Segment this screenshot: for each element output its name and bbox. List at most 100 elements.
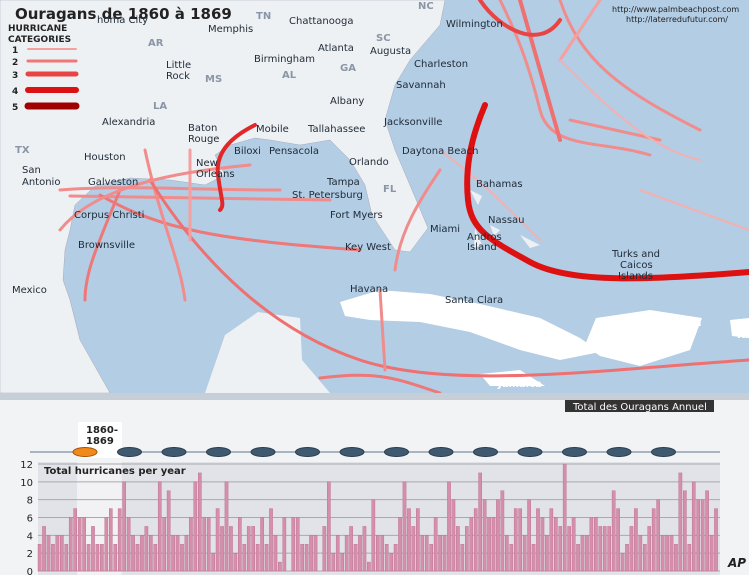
bar <box>367 561 371 572</box>
bar <box>420 535 425 572</box>
map-label: Miami <box>430 224 460 235</box>
bar <box>117 508 122 572</box>
bar <box>487 517 491 572</box>
bar <box>678 472 683 572</box>
legend-title: CATEGORIES <box>8 35 71 45</box>
bar <box>531 544 536 572</box>
map-label: Rouge <box>188 134 219 145</box>
map-label: Brownsville <box>78 240 135 251</box>
map-label: Ric <box>737 330 749 341</box>
bar <box>376 535 380 572</box>
bar <box>233 552 238 572</box>
bar <box>424 535 429 572</box>
bar <box>611 490 616 572</box>
map-label: Pensacola <box>269 146 319 157</box>
bar <box>202 517 207 572</box>
bar <box>157 481 162 572</box>
button-label[interactable]: Total des Ouragans Annuel <box>572 402 707 413</box>
bar <box>46 535 51 572</box>
map-label: Alexandria <box>102 117 155 128</box>
bar <box>73 508 77 572</box>
decade-button[interactable] <box>250 447 276 457</box>
bar <box>100 544 104 572</box>
bar <box>149 535 153 572</box>
decade-button[interactable] <box>72 447 98 457</box>
bar <box>522 535 527 572</box>
bar <box>638 535 643 572</box>
bar <box>602 526 607 572</box>
bar <box>278 561 282 572</box>
decade-button[interactable] <box>606 447 632 457</box>
map-label: Albany <box>330 96 364 107</box>
bar <box>166 490 171 572</box>
bar <box>238 517 242 572</box>
bar <box>465 526 469 572</box>
bar <box>126 517 131 572</box>
bar <box>353 544 358 572</box>
total-button[interactable] <box>565 400 714 412</box>
bar <box>442 535 447 572</box>
bar <box>469 517 474 572</box>
decade-button[interactable] <box>117 447 142 457</box>
bar <box>398 517 402 572</box>
decade-button[interactable] <box>562 447 587 457</box>
bar <box>562 463 567 572</box>
map-label: Augusta <box>370 46 411 57</box>
bar <box>371 499 376 572</box>
legend-label: 5 <box>12 103 18 113</box>
bar <box>215 508 220 572</box>
bar <box>616 508 620 572</box>
bar <box>171 535 175 572</box>
decade-button[interactable] <box>428 447 454 457</box>
bar <box>407 508 411 572</box>
map-label: MS <box>205 74 222 85</box>
map-label: SC <box>376 33 391 44</box>
bar <box>331 552 336 572</box>
hispaniola <box>585 310 702 366</box>
decade-button[interactable] <box>206 447 231 457</box>
decade-button[interactable] <box>339 447 365 457</box>
bar <box>82 517 86 572</box>
legend-label: 3 <box>12 71 18 81</box>
divider <box>0 393 749 400</box>
bar <box>122 481 126 572</box>
map-label: NC <box>418 1 434 12</box>
bar <box>42 526 46 572</box>
bar <box>380 535 385 572</box>
bar <box>527 499 531 572</box>
decade-button[interactable] <box>517 447 543 457</box>
bar <box>91 526 95 572</box>
map-label: Daytona Beach <box>402 146 478 157</box>
bar <box>282 517 287 572</box>
map-label: AR <box>148 38 164 49</box>
bar <box>554 517 558 572</box>
decade-button[interactable] <box>651 447 676 457</box>
bar <box>518 508 522 572</box>
bar <box>545 535 549 572</box>
bar <box>135 544 140 572</box>
north-america <box>0 0 446 394</box>
chart-title: Total hurricanes per year <box>44 466 186 477</box>
puerto-rico <box>730 318 749 338</box>
bar <box>473 508 478 572</box>
jamaica <box>480 370 545 386</box>
bar <box>313 535 318 572</box>
map-label: Bahamas <box>476 179 523 190</box>
bar <box>416 508 420 572</box>
bar <box>291 517 296 572</box>
bar <box>643 544 647 572</box>
decade-button[interactable] <box>384 447 409 457</box>
y-tick-label: 12 <box>20 460 33 471</box>
bar <box>660 535 665 572</box>
decade-button[interactable] <box>473 447 498 457</box>
bar <box>37 544 42 572</box>
map-label: Key West <box>345 242 391 253</box>
bar <box>558 526 563 572</box>
bar <box>433 517 438 572</box>
map-label: TN <box>256 11 271 22</box>
bar <box>447 481 451 572</box>
decade-button[interactable] <box>295 447 320 457</box>
decade-button[interactable] <box>161 447 187 457</box>
map-label: Little <box>166 60 191 71</box>
